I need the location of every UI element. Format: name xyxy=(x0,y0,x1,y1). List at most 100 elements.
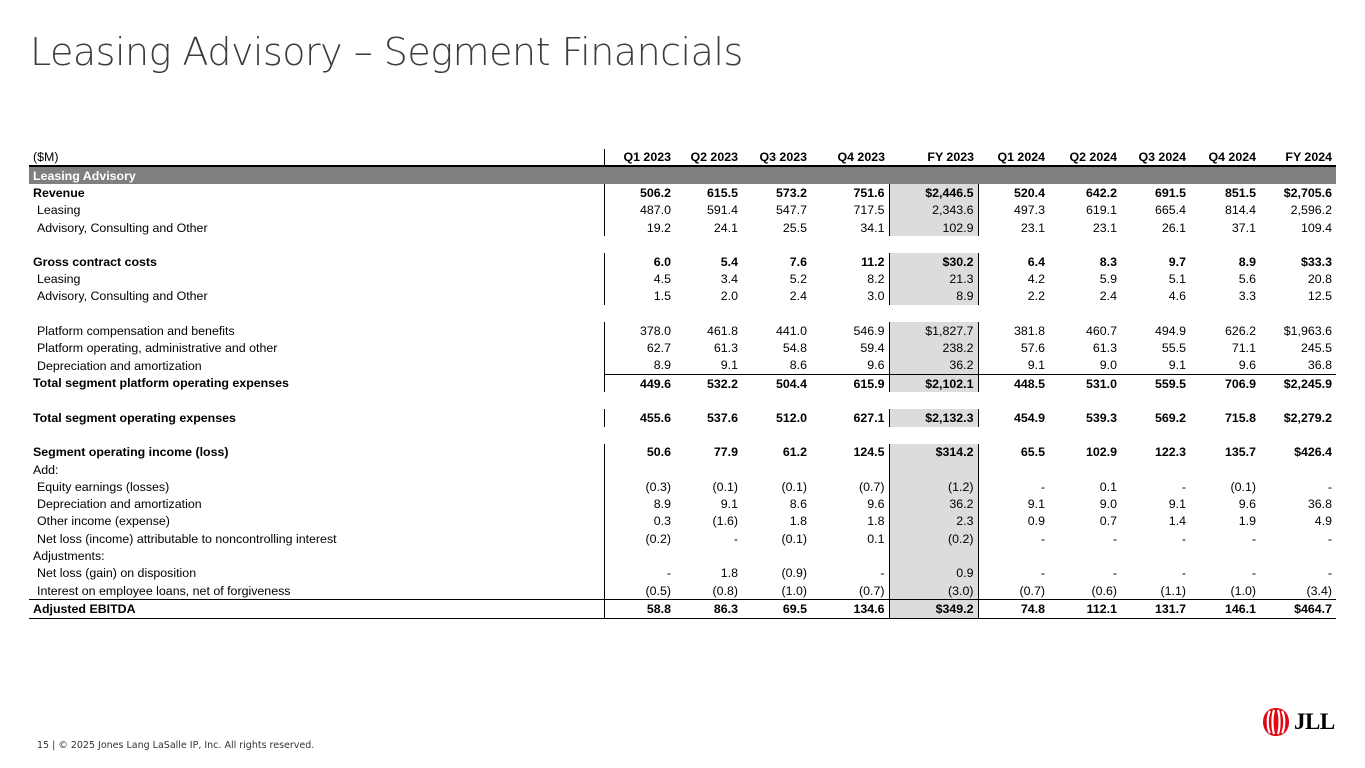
row-label: Equity earnings (losses) xyxy=(37,479,170,494)
cell-fy-2023: $2,132.3 xyxy=(888,409,978,427)
cell-fy-2024: 2,596.2 xyxy=(1290,203,1332,218)
cell-q4-2024: 1.9 xyxy=(1238,514,1256,529)
cell-q4-2024: (1.0) xyxy=(1230,583,1256,598)
col-header-q3-2024: Q3 2024 xyxy=(1138,150,1186,164)
cell-fy-2023: 2,343.6 xyxy=(888,201,978,219)
cell-q2-2024: (0.6) xyxy=(1091,583,1117,598)
cell-q2-2024: 0.1 xyxy=(1099,479,1117,494)
row-label: Gross contract costs xyxy=(33,254,157,269)
table-row-platform-operating: Platform operating, administrative and o… xyxy=(29,339,1336,357)
spacer-cell xyxy=(29,427,1336,444)
cell-q1-2024: - xyxy=(977,530,1049,548)
col-header-units: ($M) xyxy=(33,150,59,164)
cell-q3-2024 xyxy=(1121,547,1190,564)
cell-q4-2024: 814.4 xyxy=(1224,203,1256,218)
cell-fy-2024: 109.4 xyxy=(1300,220,1332,235)
cell-q3-2024: 1.4 xyxy=(1168,514,1186,529)
row-label: Adjusted EBITDA xyxy=(29,599,604,619)
cell-fy-2023: (3.0) xyxy=(888,581,978,600)
table-row-interest-employee-loans: Interest on employee loans, net of forgi… xyxy=(29,581,1336,600)
cell-q2-2023: 5.4 xyxy=(720,254,738,269)
cell-q1-2024 xyxy=(977,460,1049,479)
cell-q4-2024: 135.7 xyxy=(1224,445,1256,460)
cell-q3-2024: 122.3 xyxy=(1154,445,1186,460)
col-header-q2-2023: Q2 2023 xyxy=(690,150,738,164)
cell-q4-2023: (0.7) xyxy=(859,583,885,598)
col-header-q4-2024: Q4 2024 xyxy=(1208,150,1256,164)
cell-q1-2024: 74.8 xyxy=(977,599,1049,619)
cell-q2-2024: 619.1 xyxy=(1085,203,1117,218)
cell-q4-2024: 5.6 xyxy=(1238,272,1256,287)
cell-fy-2023: 2.3 xyxy=(888,512,978,531)
page-title: Leasing Advisory – Segment Financials xyxy=(30,30,743,74)
row-label: Net loss (gain) on disposition xyxy=(37,566,197,581)
row-label: Net loss (income) attributable to noncon… xyxy=(37,531,337,546)
cell-q1-2024: 23.1 xyxy=(977,218,1049,237)
cell-q2-2024: 8.3 xyxy=(1099,254,1117,269)
cell-q1-2023: 8.9 xyxy=(603,495,675,513)
cell-q2-2023: (0.1) xyxy=(712,479,738,494)
table-row-add-depreciation: Depreciation and amortization 8.9 9.1 8.6 9.… xyxy=(29,495,1336,513)
row-label: Depreciation and amortization xyxy=(37,358,202,373)
cell-fy-2024: 245.5 xyxy=(1300,341,1332,356)
cell-q4-2023: 717.5 xyxy=(853,203,885,218)
cell-q3-2024: 665.4 xyxy=(1154,203,1186,218)
col-header-fy-2023: FY 2023 xyxy=(927,150,974,164)
cell-q3-2024: 494.9 xyxy=(1154,323,1186,338)
cell-fy-2024: $2,279.2 xyxy=(1283,410,1332,425)
cell-q3-2023: (0.1) xyxy=(781,531,807,546)
cell-q1-2023 xyxy=(603,460,675,479)
cell-q2-2023: 77.9 xyxy=(713,445,738,460)
row-label: Revenue xyxy=(33,185,85,200)
table-row-noncontrolling-interest: Net loss (income) attributable to noncon… xyxy=(29,530,1336,548)
cell-q3-2023: 547.7 xyxy=(775,203,807,218)
cell-q4-2023: 9.6 xyxy=(867,497,885,512)
cell-q4-2024: - xyxy=(1251,566,1256,581)
cell-q3-2023: 69.5 xyxy=(742,599,811,619)
cell-q4-2023: 9.6 xyxy=(811,356,889,375)
table-row-total-platform-opex: Total segment platform operating expense… xyxy=(29,374,1336,393)
row-label: Add: xyxy=(33,462,59,477)
table-row-gcc-leasing: Leasing 4.5 3.4 5.2 8.2 21.3 4.2 5.9 5.1 5.6 20.8 xyxy=(29,270,1336,288)
cell-q1-2023: 50.6 xyxy=(603,443,675,461)
cell-q4-2023: 627.1 xyxy=(853,410,885,425)
cell-fy-2024 xyxy=(1260,461,1336,478)
cell-q3-2024: 26.1 xyxy=(1161,220,1186,235)
cell-fy-2023: 21.3 xyxy=(888,270,978,288)
cell-q4-2024: (0.1) xyxy=(1230,479,1256,494)
cell-q3-2023: 573.2 xyxy=(775,185,807,200)
cell-q1-2024: 6.4 xyxy=(977,253,1049,271)
table-row-gcc-advisory: Advisory, Consulting and Other 1.5 2.0 2.4 3… xyxy=(29,287,1336,306)
cell-fy-2024: 20.8 xyxy=(1307,272,1332,287)
cell-q3-2023: 8.6 xyxy=(742,356,811,375)
cell-q2-2024: 0.7 xyxy=(1099,514,1117,529)
cell-q1-2024: 381.8 xyxy=(977,322,1049,340)
cell-q3-2024: 4.6 xyxy=(1168,289,1186,304)
cell-q3-2023: 441.0 xyxy=(775,323,807,338)
table-row-other-income: Other income (expense) 0.3 (1.6) 1.8 1.8 2.3 0… xyxy=(29,512,1336,531)
cell-q4-2024 xyxy=(1190,461,1260,478)
jll-logo-text: JLL xyxy=(1294,709,1335,734)
cell-q4-2024: 71.1 xyxy=(1231,341,1256,356)
section-row: Leasing Advisory xyxy=(29,166,1336,185)
cell-q1-2023: 58.8 xyxy=(603,599,675,619)
row-label: Adjustments: xyxy=(33,548,105,563)
cell-q1-2024: 57.6 xyxy=(977,339,1049,357)
cell-q3-2024: 55.5 xyxy=(1161,341,1186,356)
cell-fy-2023: 102.9 xyxy=(888,218,978,237)
cell-q1-2023: 449.6 xyxy=(603,374,675,393)
cell-fy-2024: $426.4 xyxy=(1294,445,1332,460)
cell-q1-2023: 8.9 xyxy=(603,356,675,375)
spacer-row xyxy=(29,427,1336,444)
cell-q2-2024: 642.2 xyxy=(1085,185,1117,200)
cell-q3-2023 xyxy=(742,547,811,564)
cell-q4-2024: 706.9 xyxy=(1224,376,1256,391)
cell-q4-2023: 11.2 xyxy=(861,254,885,269)
cell-q4-2023: 3.0 xyxy=(867,289,885,304)
table-row-adjustments-header: Adjustments: xyxy=(29,547,1336,565)
cell-q3-2023: 512.0 xyxy=(775,410,807,425)
cell-q1-2023: 0.3 xyxy=(603,512,675,531)
table-row-depreciation: Depreciation and amortization 8.9 9.1 8.6 9.… xyxy=(29,356,1336,375)
row-label: Segment operating income (loss) xyxy=(33,445,229,460)
row-label: Advisory, Consulting and Other xyxy=(37,289,208,304)
